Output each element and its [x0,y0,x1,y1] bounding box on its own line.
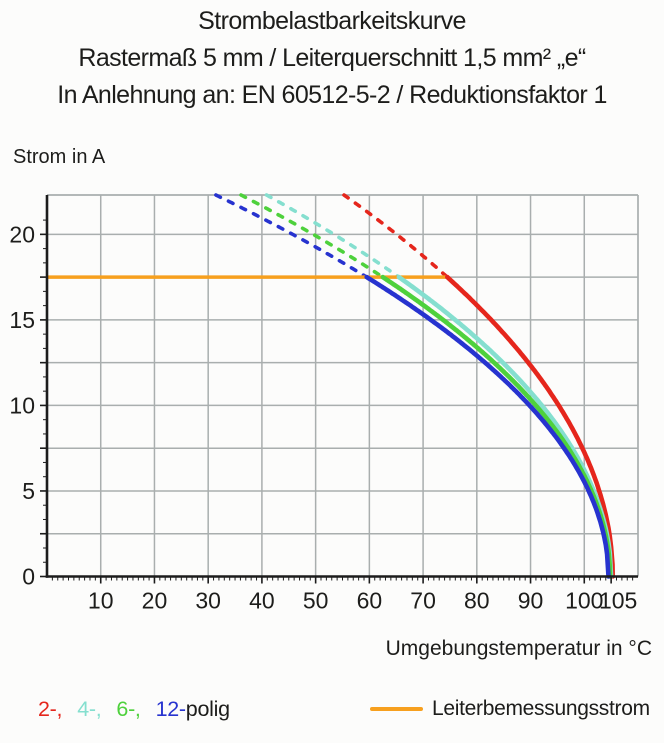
y-axis-title: Strom in A [13,146,106,168]
legend-item-6-polig: 6-, [116,697,141,721]
legend-pole-items: 2-, 4-, 6-, 12- [38,697,186,721]
chart-standard-note: In Anlehnung an: EN 60512-5-2 / Reduktio… [57,81,607,109]
x-tick-label: 70 [410,588,436,614]
x-tick-label: 60 [357,588,383,614]
x-tick-label: 100 [565,588,603,614]
rated-current-legend-label: Leiterbemessungsstrom [432,697,650,720]
x-tick-label: 80 [464,588,490,614]
x-tick-label: 50 [303,588,329,614]
x-tick-label: 20 [142,588,168,614]
y-tick-label: 5 [22,478,35,504]
series-curve-12-polig [364,274,611,579]
rated-current-line-icon [370,706,423,712]
chart-title: Strombelastbarkeitskurve [198,7,466,35]
series-curve-2-polig [445,274,615,579]
y-tick-label: 15 [9,307,35,333]
series-dashed-2-polig [342,193,450,279]
x-tick-label: 30 [195,588,221,614]
x-tick-label: 10 [88,588,114,614]
series-dashed-6-polig [239,193,385,279]
y-tick-label: 20 [9,221,35,247]
y-tick-label: 10 [9,392,35,418]
legend-poles-suffix: polig [185,697,230,721]
rated-current-legend: Leiterbemessungsstrom [370,697,650,721]
series-curve-4-polig [396,274,614,579]
legend-item-4-polig: 4-, [77,697,102,721]
x-tick-label: 105 [599,588,637,614]
chart-title-block: Strombelastbarkeitskurve Rastermaß 5 mm … [0,3,664,114]
legend-item-2-polig: 2-, [38,697,63,721]
y-tick-label: 0 [22,564,35,590]
x-tick-label: 90 [518,588,544,614]
x-axis-title: Umgebungstemperatur in °C [385,637,652,660]
series-curve-6-polig [380,274,613,579]
chart-subtitle: Rastermaß 5 mm / Leiterquerschnitt 1,5 m… [78,44,586,72]
legend-item-12-polig: 12- [155,697,186,721]
legend-poles: 2-, 4-, 6-, 12-polig [38,697,230,722]
series-dashed-12-polig [214,193,369,279]
series-dashed-4-polig [264,193,401,279]
x-tick-label: 40 [249,588,275,614]
